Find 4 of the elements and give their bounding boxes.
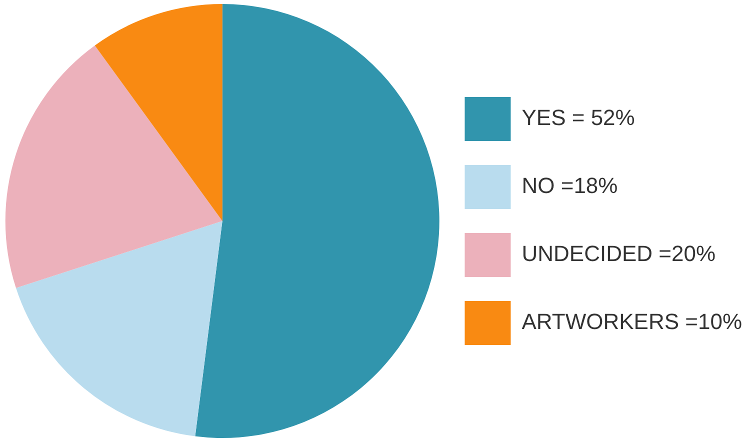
legend-label: NO =18% [522, 173, 618, 198]
legend-label: YES = 52% [522, 105, 635, 130]
legend-label: ARTWORKERS =10% [522, 309, 742, 334]
legend-label: UNDECIDED =20% [522, 241, 716, 266]
